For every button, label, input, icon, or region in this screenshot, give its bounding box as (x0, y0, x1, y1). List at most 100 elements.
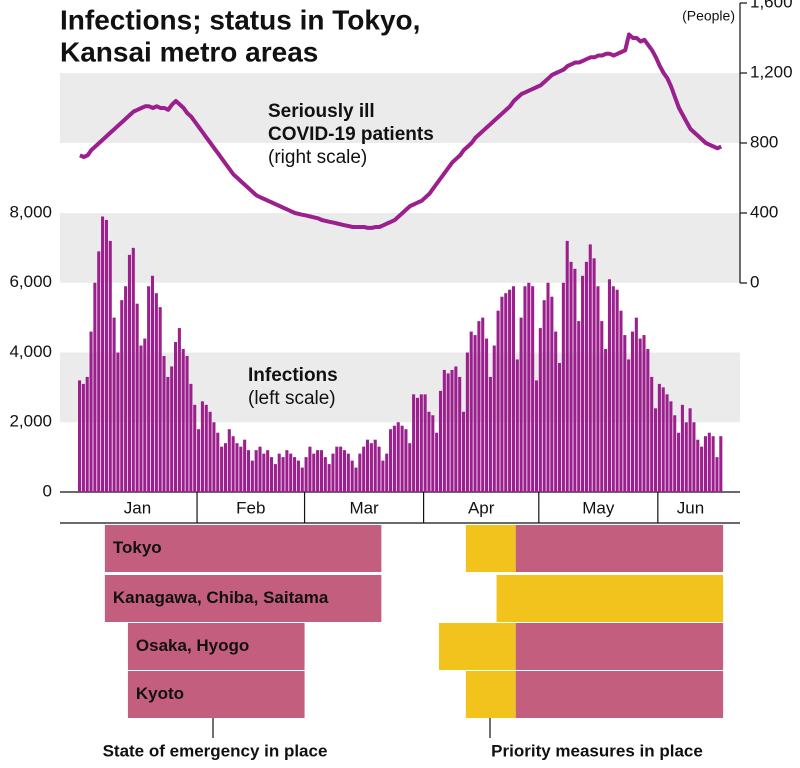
bar (200, 401, 204, 492)
bar (696, 439, 700, 492)
bar (538, 328, 542, 492)
bar (270, 457, 274, 492)
bar (673, 415, 677, 492)
bar (515, 359, 519, 492)
bar (569, 261, 573, 492)
bar (427, 411, 431, 492)
bar (174, 342, 178, 492)
bar (677, 432, 681, 492)
bar (450, 369, 454, 492)
bar (392, 425, 396, 492)
bar (266, 450, 270, 492)
bar (684, 422, 688, 492)
bar (273, 464, 277, 492)
bar (500, 296, 504, 492)
unit-label: (People) (682, 8, 735, 24)
x-tick-label: Feb (236, 498, 265, 517)
priority-period (465, 525, 516, 572)
bar (177, 328, 181, 492)
bar (688, 408, 692, 492)
bar (135, 303, 139, 492)
bar (561, 282, 565, 492)
bar (700, 446, 704, 492)
y-tick-label: 0 (43, 481, 52, 500)
bar (296, 460, 300, 492)
priority-period (496, 575, 724, 622)
bar (488, 376, 492, 492)
bar (715, 457, 719, 492)
bar (385, 453, 389, 492)
bar (446, 373, 450, 492)
x-tick-label: Jun (677, 498, 704, 517)
annotation-note: (left scale) (248, 388, 336, 409)
emergency-period (515, 623, 724, 670)
bar (711, 436, 715, 492)
bar (604, 349, 608, 492)
row-label: Tokyo (113, 538, 162, 557)
bar (381, 460, 385, 492)
bar (581, 275, 585, 492)
bar (366, 439, 370, 492)
bar (346, 453, 350, 492)
x-tick-label: May (582, 498, 615, 517)
bar (419, 394, 423, 492)
bar (577, 321, 581, 492)
bar (154, 293, 158, 492)
bar (223, 443, 227, 492)
bar (358, 453, 362, 492)
bar (304, 457, 308, 492)
bar (477, 321, 481, 492)
y2-tick-label: 800 (750, 132, 778, 151)
bar (124, 286, 128, 492)
bar (293, 457, 297, 492)
bar (208, 411, 212, 492)
x-tick-label: Jan (124, 498, 151, 517)
annotation-note: (right scale) (268, 147, 367, 168)
bar (462, 411, 466, 492)
bar (193, 404, 197, 492)
bar (550, 296, 554, 492)
bar (258, 446, 262, 492)
bar (216, 432, 220, 492)
x-tick-label: Mar (349, 498, 379, 517)
bar (607, 279, 611, 492)
emergency-period (104, 575, 382, 622)
bar (531, 286, 535, 492)
bar (143, 338, 147, 492)
bar (481, 317, 485, 492)
bar (147, 286, 151, 492)
bar (108, 240, 112, 492)
bar (565, 240, 569, 492)
legend-label: State of emergency in place (103, 741, 328, 760)
bar (638, 338, 642, 492)
bar (465, 352, 469, 492)
bar (327, 464, 331, 492)
bar (112, 317, 116, 492)
bar (400, 425, 404, 492)
bar (369, 443, 373, 492)
bar (120, 300, 124, 492)
bar (492, 345, 496, 492)
bar (166, 376, 170, 492)
bar (630, 331, 635, 492)
y2-tick-label: 1,600 (750, 0, 793, 11)
bar (619, 310, 623, 492)
bar (442, 369, 446, 492)
bar (319, 450, 323, 492)
bar (246, 450, 251, 492)
bar (97, 251, 101, 492)
bar (243, 439, 247, 492)
row-label: Osaka, Hyogo (136, 636, 249, 655)
bar (78, 380, 82, 492)
chart-title: Kansai metro areas (60, 36, 318, 67)
emergency-period (127, 623, 305, 670)
annotation: Seriously ill (268, 101, 375, 122)
bar (104, 219, 108, 492)
bar (150, 275, 155, 492)
bar (588, 244, 592, 492)
bar (423, 394, 427, 492)
bar (719, 436, 723, 492)
legend-label: Priority measures in place (491, 741, 703, 760)
bar (277, 453, 281, 492)
y2-tick-label: 400 (750, 202, 778, 221)
